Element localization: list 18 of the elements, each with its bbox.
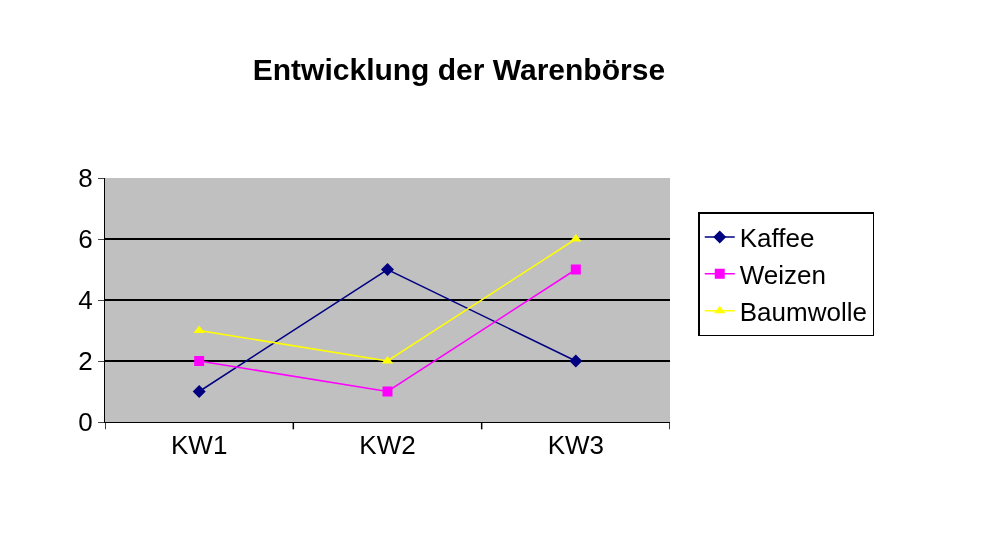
x-tick-label: KW2 <box>359 430 416 461</box>
legend-label: Weizen <box>739 260 826 290</box>
legend-label: Baumwolle <box>739 296 867 327</box>
point <box>192 385 206 398</box>
point <box>382 386 393 397</box>
y-tick-label: 4 <box>78 285 93 316</box>
point <box>194 356 205 366</box>
y-tick-label: 8 <box>78 163 93 194</box>
point <box>570 264 581 275</box>
y-tick-label: 6 <box>78 224 93 255</box>
point <box>381 263 394 276</box>
point <box>569 354 583 368</box>
x-tick-label: KW3 <box>547 430 604 461</box>
y-tick-label: 0 <box>78 407 93 438</box>
legend-label: Kaffee <box>739 223 815 254</box>
x-tick-label: KW1 <box>171 430 228 461</box>
y-tick-label: 2 <box>78 346 93 377</box>
chart-title: Entwicklung der Warenbörse <box>252 53 666 87</box>
